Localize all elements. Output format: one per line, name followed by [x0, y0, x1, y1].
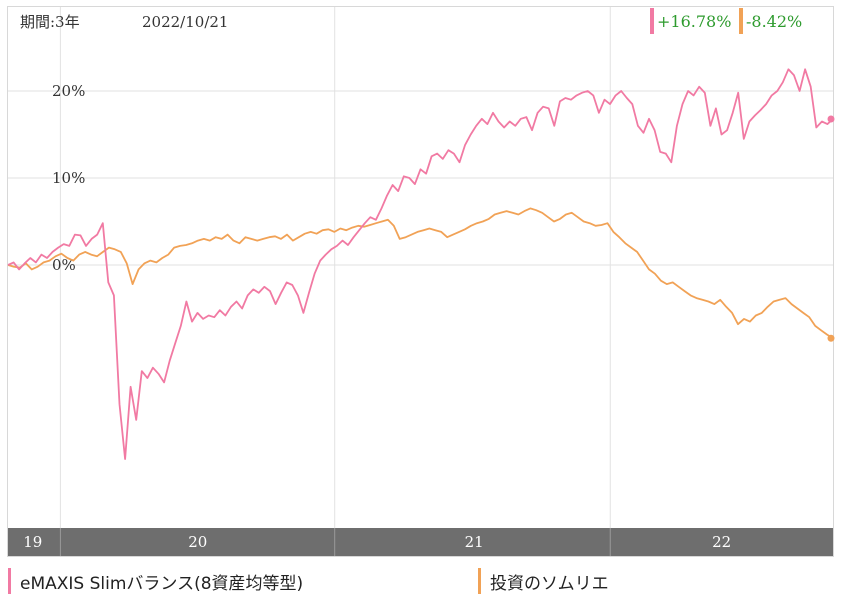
series-2-badge-marker: [739, 8, 743, 34]
date-label: 2022/10/21: [142, 13, 228, 31]
y-tick-label: 20%: [52, 82, 85, 100]
x-tick-label: 19: [23, 533, 42, 551]
legend-swatch-series-2: [478, 568, 481, 594]
series-end-point-1: [827, 115, 835, 123]
series-1-badge-marker: [650, 8, 654, 34]
series-end-point-2: [827, 334, 835, 342]
y-tick-label: 0%: [52, 256, 76, 274]
legend-swatch-series-1: [8, 568, 11, 594]
x-tick-label: 20: [188, 533, 207, 551]
series-lines: [7, 68, 835, 460]
series-1-final-value: +16.78%: [657, 12, 731, 31]
legend-item-series-1: eMAXIS Slimバランス(8資産均等型): [8, 566, 303, 596]
x-tick-label: 22: [712, 533, 731, 551]
series-line-2: [7, 207, 834, 340]
y-axis-labels: 20% 10% 0%: [52, 82, 85, 274]
period-label: 期間:3年: [20, 13, 80, 31]
legend-item-series-2: 投資のソムリエ: [478, 566, 609, 596]
x-tick-label: 21: [465, 533, 484, 551]
legend-label-series-1: eMAXIS Slimバランス(8資産均等型): [20, 573, 304, 594]
y-tick-label: 10%: [52, 169, 85, 187]
legend-label-series-2: 投資のソムリエ: [490, 573, 609, 594]
series-line-1: [7, 68, 834, 460]
series-2-final-value: -8.42%: [746, 12, 802, 31]
x-axis-background: [8, 528, 833, 556]
x-axis-band: 19 20 21 22: [8, 528, 833, 556]
plot-area: [7, 6, 834, 557]
